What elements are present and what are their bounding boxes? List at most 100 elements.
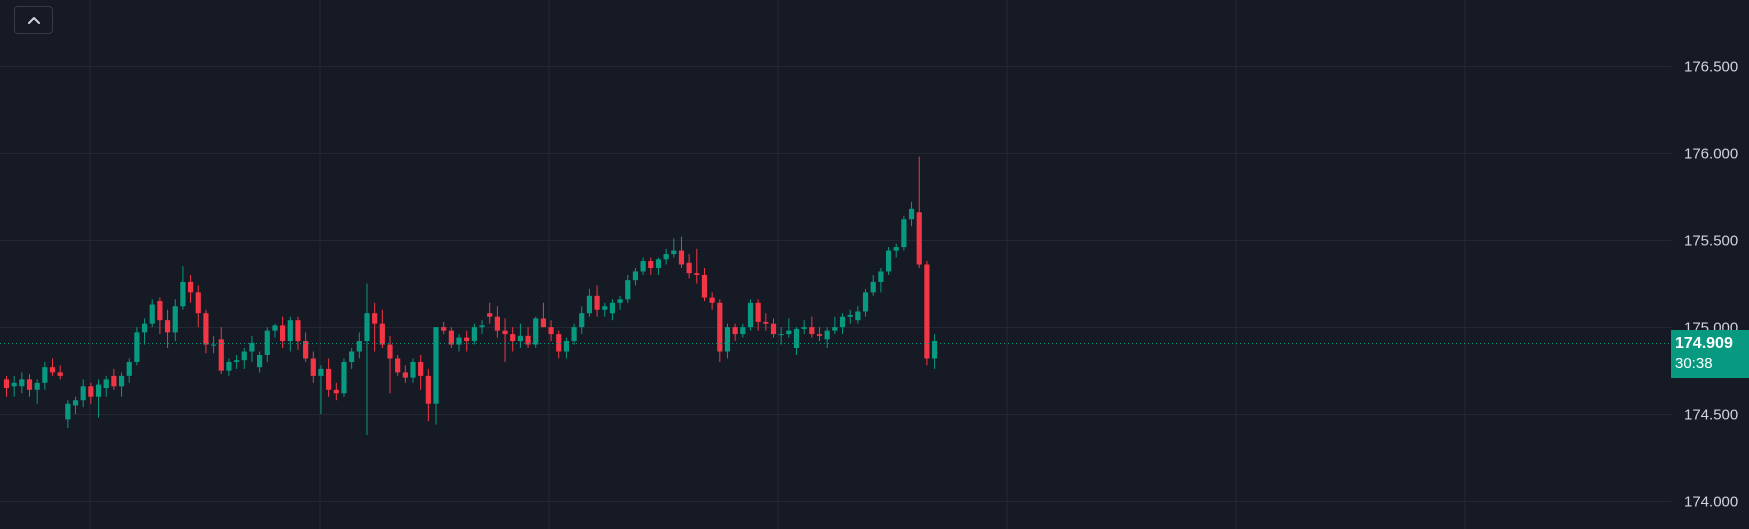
candle — [402, 365, 408, 383]
candle-body — [134, 332, 140, 362]
candle-body — [19, 379, 25, 387]
candle — [349, 348, 355, 369]
candle — [187, 274, 194, 303]
candle-body — [57, 372, 63, 376]
candle-body — [257, 354, 263, 368]
candle-body — [303, 341, 309, 359]
candle — [809, 316, 815, 338]
collapse-panel-button[interactable] — [14, 6, 53, 34]
candle — [333, 382, 339, 401]
candle — [609, 299, 616, 321]
candle-body — [786, 330, 792, 335]
candle-body — [832, 327, 838, 331]
candle-body — [402, 372, 408, 378]
candle — [387, 335, 393, 394]
candle-body — [793, 328, 800, 349]
candle-body — [901, 219, 907, 248]
candle-body — [11, 382, 17, 387]
candle — [149, 299, 155, 328]
candle — [885, 247, 892, 275]
candle — [26, 374, 33, 397]
candle-body — [234, 360, 240, 362]
candle — [924, 261, 930, 366]
candle — [72, 396, 79, 415]
candle — [763, 313, 769, 331]
candle-body — [625, 280, 631, 300]
candle — [770, 318, 777, 338]
candle — [418, 354, 424, 390]
candle-body — [855, 311, 861, 321]
candle — [80, 379, 86, 408]
candle — [410, 358, 416, 383]
candle — [356, 332, 362, 359]
candle — [295, 316, 301, 350]
candle-body — [878, 271, 884, 282]
candle-body — [924, 264, 930, 359]
candle — [264, 327, 270, 362]
candle — [671, 238, 677, 258]
candle-body — [494, 316, 500, 331]
candle-body — [379, 323, 385, 345]
candle-body — [671, 250, 677, 255]
candle — [180, 266, 186, 310]
candle — [832, 316, 838, 335]
candle-body — [586, 295, 593, 314]
candle — [908, 201, 915, 227]
candle — [862, 288, 869, 317]
candle — [141, 318, 148, 345]
candle — [19, 372, 25, 394]
candle — [157, 297, 163, 335]
candle — [563, 337, 570, 359]
candle — [164, 309, 171, 349]
candle-body — [95, 384, 102, 397]
candle-body — [602, 306, 608, 310]
candle — [303, 332, 309, 362]
candle — [510, 327, 516, 352]
candle-body — [640, 261, 646, 272]
candle-body — [180, 281, 186, 307]
candle — [816, 327, 823, 342]
candle-body — [72, 400, 79, 406]
candle — [425, 368, 431, 422]
candle — [226, 358, 232, 376]
candle-series — [3, 156, 938, 436]
candle — [755, 299, 761, 331]
candle — [326, 358, 332, 397]
chart-grid — [0, 0, 1671, 529]
candle — [586, 288, 593, 317]
candle — [747, 299, 754, 331]
candle-body — [732, 327, 738, 335]
candle-body — [694, 273, 700, 275]
candle-body — [141, 323, 148, 333]
candle — [556, 330, 562, 359]
candle-body — [241, 351, 247, 361]
candle — [487, 302, 493, 324]
candle-body — [556, 334, 562, 352]
candle-body — [740, 327, 746, 335]
candle-body — [678, 250, 685, 265]
candle-body — [594, 295, 600, 310]
candle-body — [218, 339, 224, 371]
candle-body — [617, 299, 623, 303]
candle-body — [318, 368, 324, 376]
candle-body — [824, 330, 830, 340]
candle-body — [295, 320, 301, 342]
candle-body — [111, 375, 117, 387]
candle-body — [441, 327, 447, 331]
bar-countdown-label: 30:38 — [1675, 355, 1713, 372]
candle — [471, 323, 477, 345]
candle — [172, 299, 178, 342]
candle-body — [579, 313, 585, 328]
candle-body — [525, 335, 531, 345]
candle-body — [49, 367, 56, 373]
candle-body — [709, 297, 715, 303]
candle-body — [287, 320, 293, 342]
candle-body — [471, 327, 477, 342]
candle — [533, 316, 539, 349]
candle-body — [701, 274, 708, 298]
candle — [257, 351, 263, 373]
candle — [901, 215, 907, 251]
candle-body — [755, 302, 761, 322]
candle-body — [65, 403, 71, 420]
candle-body — [364, 313, 370, 342]
